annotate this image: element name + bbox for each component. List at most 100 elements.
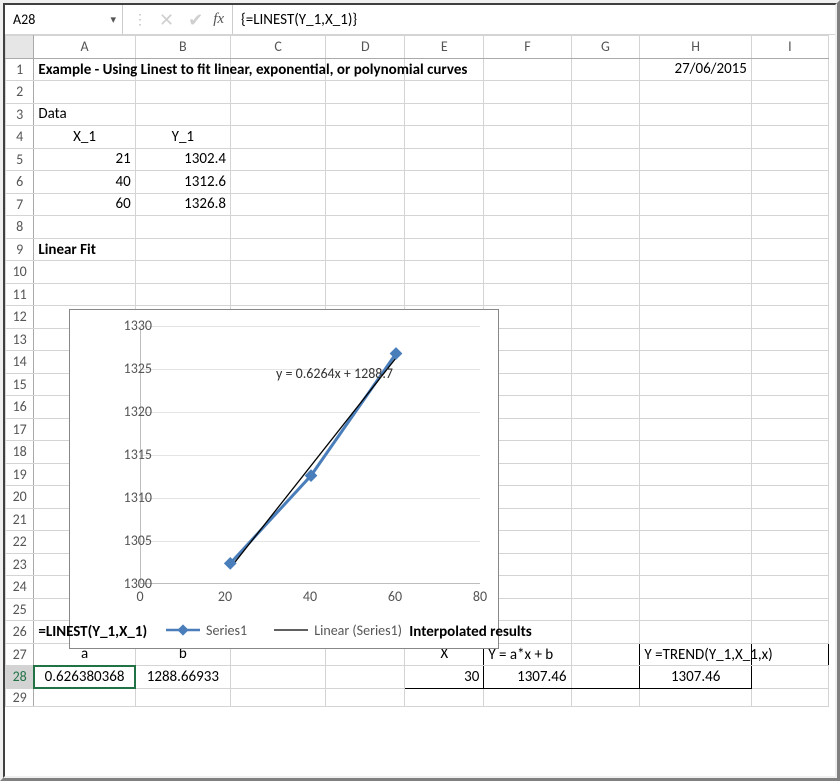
insert-function-button[interactable]: fx xyxy=(213,5,233,34)
cell-B2[interactable] xyxy=(135,81,230,104)
cell-I2[interactable] xyxy=(751,81,828,104)
cell-E6[interactable] xyxy=(405,171,484,194)
row-header-23[interactable]: 23 xyxy=(6,553,34,576)
cell-C28[interactable] xyxy=(230,666,325,689)
cell-H17[interactable] xyxy=(640,418,751,441)
cell-I3[interactable] xyxy=(751,103,828,126)
cell-A9[interactable]: Linear Fit xyxy=(34,238,135,261)
cell-G3[interactable] xyxy=(571,103,640,126)
cell-E28[interactable]: 30 xyxy=(405,666,484,689)
cell-A4[interactable]: X_1 xyxy=(34,126,135,149)
cell-G12[interactable] xyxy=(571,306,640,329)
cell-B5[interactable]: 1302.4 xyxy=(135,148,230,171)
cell-I15[interactable] xyxy=(751,373,828,396)
cell-H21[interactable] xyxy=(640,508,751,531)
col-header-F[interactable]: F xyxy=(484,36,571,59)
cell-E10[interactable] xyxy=(405,261,484,284)
cell-E26[interactable]: Interpolated results xyxy=(405,621,484,644)
cell-H15[interactable] xyxy=(640,373,751,396)
col-header-H[interactable]: H xyxy=(640,36,751,59)
cell-G17[interactable] xyxy=(571,418,640,441)
col-header-D[interactable]: D xyxy=(326,36,405,59)
cell-H13[interactable] xyxy=(640,328,751,351)
cell-G22[interactable] xyxy=(571,531,640,554)
cell-A5[interactable]: 21 xyxy=(34,148,135,171)
cell-F6[interactable] xyxy=(484,171,571,194)
row-header-26[interactable]: 26 xyxy=(6,621,34,644)
cell-A11[interactable] xyxy=(34,283,135,306)
cell-G28[interactable] xyxy=(571,666,640,689)
cell-A6[interactable]: 40 xyxy=(34,171,135,194)
cell-H14[interactable] xyxy=(640,351,751,374)
cell-G29[interactable] xyxy=(571,688,640,706)
cell-C5[interactable] xyxy=(230,148,325,171)
cell-H26[interactable] xyxy=(640,621,751,644)
cell-H28[interactable]: 1307.46 xyxy=(640,666,751,689)
row-header-3[interactable]: 3 xyxy=(6,103,34,126)
col-header-E[interactable]: E xyxy=(405,36,484,59)
cell-H18[interactable] xyxy=(640,441,751,464)
cell-D6[interactable] xyxy=(326,171,405,194)
cell-F8[interactable] xyxy=(484,216,571,239)
cell-B10[interactable] xyxy=(135,261,230,284)
fb-enter-icon[interactable]: ✔ xyxy=(188,9,203,31)
cell-H9[interactable] xyxy=(640,238,751,261)
cell-H23[interactable] xyxy=(640,553,751,576)
cell-G25[interactable] xyxy=(571,598,640,621)
cell-F9[interactable] xyxy=(484,238,571,261)
cell-F1[interactable] xyxy=(484,58,571,81)
row-header-27[interactable]: 27 xyxy=(6,643,34,666)
cell-C11[interactable] xyxy=(230,283,325,306)
row-header-7[interactable]: 7 xyxy=(6,193,34,216)
cell-G9[interactable] xyxy=(571,238,640,261)
cell-I13[interactable] xyxy=(751,328,828,351)
cell-D4[interactable] xyxy=(326,126,405,149)
cell-H20[interactable] xyxy=(640,486,751,509)
cell-D7[interactable] xyxy=(326,193,405,216)
cell-I11[interactable] xyxy=(751,283,828,306)
cell-F28[interactable]: 1307.46 xyxy=(484,666,571,689)
cell-E7[interactable] xyxy=(405,193,484,216)
row-header-15[interactable]: 15 xyxy=(6,373,34,396)
cell-I25[interactable] xyxy=(751,598,828,621)
cell-F2[interactable] xyxy=(484,81,571,104)
cell-C3[interactable] xyxy=(230,103,325,126)
col-header-G[interactable]: G xyxy=(571,36,640,59)
cell-H5[interactable] xyxy=(640,148,751,171)
cell-H19[interactable] xyxy=(640,463,751,486)
cell-G27[interactable] xyxy=(571,643,640,666)
cell-G15[interactable] xyxy=(571,373,640,396)
row-header-9[interactable]: 9 xyxy=(6,238,34,261)
column-headers[interactable]: A B C D E F G H I xyxy=(6,36,829,59)
cell-H27[interactable]: Y =TREND(Y_1,X_1,x) xyxy=(640,643,751,666)
row-header-10[interactable]: 10 xyxy=(6,261,34,284)
chart-linear-fit[interactable]: 1300130513101315132013251330 020406080 y… xyxy=(69,309,499,649)
cell-H25[interactable] xyxy=(640,598,751,621)
cell-G14[interactable] xyxy=(571,351,640,374)
name-box-dropdown-icon[interactable]: ▾ xyxy=(110,13,116,26)
cell-B11[interactable] xyxy=(135,283,230,306)
cell-F27[interactable]: Y = a*x + b xyxy=(484,643,571,666)
cell-A7[interactable]: 60 xyxy=(34,193,135,216)
cell-G7[interactable] xyxy=(571,193,640,216)
cell-G16[interactable] xyxy=(571,396,640,419)
cell-D10[interactable] xyxy=(326,261,405,284)
cell-F4[interactable] xyxy=(484,126,571,149)
row-header-17[interactable]: 17 xyxy=(6,418,34,441)
cell-I16[interactable] xyxy=(751,396,828,419)
cell-G5[interactable] xyxy=(571,148,640,171)
cell-H7[interactable] xyxy=(640,193,751,216)
cell-I10[interactable] xyxy=(751,261,828,284)
cell-I7[interactable] xyxy=(751,193,828,216)
cell-H4[interactable] xyxy=(640,126,751,149)
cell-G20[interactable] xyxy=(571,486,640,509)
cell-G19[interactable] xyxy=(571,463,640,486)
col-header-A[interactable]: A xyxy=(34,36,135,59)
cell-E9[interactable] xyxy=(405,238,484,261)
cell-C8[interactable] xyxy=(230,216,325,239)
cell-I28[interactable] xyxy=(751,666,828,689)
cell-B6[interactable]: 1312.6 xyxy=(135,171,230,194)
row-header-20[interactable]: 20 xyxy=(6,486,34,509)
cell-A28[interactable]: 0.626380368 xyxy=(34,666,135,689)
cell-D5[interactable] xyxy=(326,148,405,171)
